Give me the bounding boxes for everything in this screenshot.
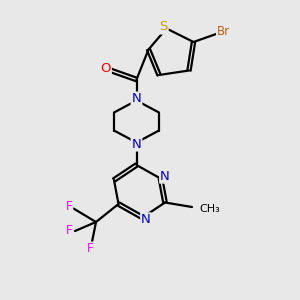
Text: N: N [141, 213, 151, 226]
Text: O: O [100, 62, 111, 76]
Text: F: F [66, 200, 72, 214]
Text: S: S [159, 20, 168, 34]
Text: N: N [132, 137, 141, 151]
Text: CH₃: CH₃ [200, 203, 220, 214]
Text: F: F [87, 242, 93, 256]
Text: N: N [132, 92, 141, 106]
Text: Br: Br [217, 25, 230, 38]
Text: N: N [160, 169, 170, 183]
Text: F: F [66, 224, 72, 238]
